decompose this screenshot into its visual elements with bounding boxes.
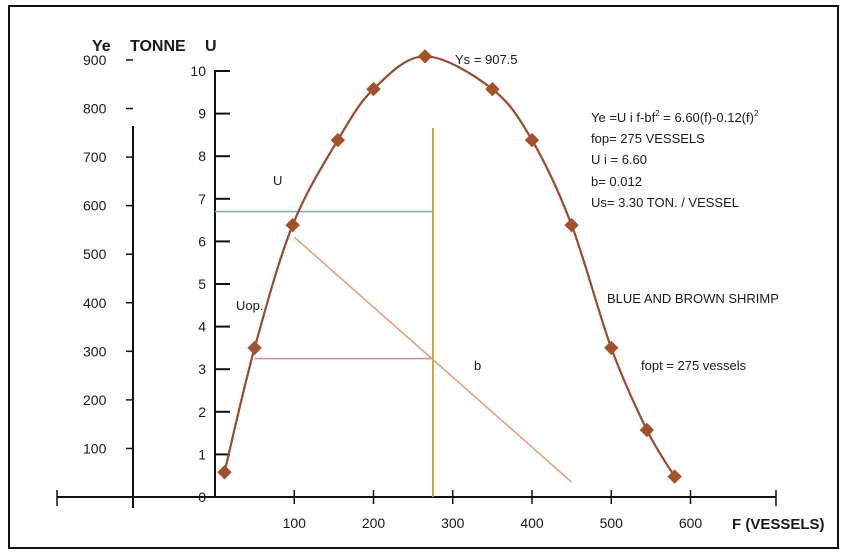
x-axis-label: F (VESSELS) xyxy=(732,516,825,533)
y-u-tick-label-1: 1 xyxy=(198,446,206,462)
data-point-200 xyxy=(366,81,381,97)
ui-annotation: U i = 6.60 xyxy=(591,152,647,167)
b-value-annotation: b= 0.012 xyxy=(591,174,642,189)
y-u-tick-label-4: 4 xyxy=(198,319,206,335)
x-tick-label-400: 400 xyxy=(520,515,544,531)
data-point-265 xyxy=(417,49,433,64)
data-point-12 xyxy=(217,465,232,480)
y-u-tick-label-9: 9 xyxy=(198,106,206,122)
y-u-tick-label-6: 6 xyxy=(198,233,206,249)
us-annotation: Us= 3.30 TON. / VESSEL xyxy=(591,195,739,210)
y-left-tick-label-600: 600 xyxy=(83,198,107,214)
data-point-155 xyxy=(330,132,346,148)
fop-annotation: fop= 275 VESSELS xyxy=(591,131,705,146)
x-tick-label-300: 300 xyxy=(441,515,465,531)
fopt-annotation: fopt = 275 vessels xyxy=(641,358,747,373)
y-left-tick-label-400: 400 xyxy=(83,295,107,311)
b-annotation: b xyxy=(474,358,481,373)
tick-group: 100 200 300 400 500 6001002003004005006007008… xyxy=(83,52,702,531)
ys-annotation: Ys = 907.5 xyxy=(455,52,518,67)
y-u-tick-label-0: 0 xyxy=(198,489,206,505)
data-point-98 xyxy=(285,217,300,233)
y-left-tick-label-800: 800 xyxy=(83,101,107,117)
reference-lines-group xyxy=(215,128,573,497)
header-u-label: U xyxy=(205,38,217,55)
y-u-tick-label-2: 2 xyxy=(198,404,206,420)
data-point-580 xyxy=(667,469,682,484)
y-u-tick-label-5: 5 xyxy=(198,276,206,292)
y-left-tick-label-200: 200 xyxy=(83,392,107,408)
data-point-450 xyxy=(564,217,579,233)
data-point-545 xyxy=(639,422,655,438)
y-left-tick-label-300: 300 xyxy=(83,343,107,359)
y-u-tick-label-10: 10 xyxy=(190,63,206,79)
data-point-500 xyxy=(604,340,619,356)
x-tick-label-200: 200 xyxy=(362,515,386,531)
y-left-tick-label-500: 500 xyxy=(83,246,107,262)
header-ye-label: Ye xyxy=(92,38,111,55)
series-group xyxy=(217,49,682,484)
data-point-50 xyxy=(247,340,262,356)
formula-annotation: Ye =U i f-bf2 = 6.60(f)-0.12(f)2 xyxy=(591,109,759,125)
data-point-350 xyxy=(485,81,500,97)
y-u-tick-label-8: 8 xyxy=(198,148,206,164)
x-tick-label-600: 600 xyxy=(679,515,703,531)
chart-frame xyxy=(8,5,839,549)
y-u-tick-label-7: 7 xyxy=(198,191,206,207)
x-tick-label-100: 100 xyxy=(283,515,307,531)
shrimp-annotation: BLUE AND BROWN SHRIMP xyxy=(607,291,779,306)
y-left-tick-label-900: 900 xyxy=(83,52,107,68)
x-tick-label-500: 500 xyxy=(600,515,624,531)
y-u-tick-label-3: 3 xyxy=(198,361,206,377)
header-tonne-label: TONNE xyxy=(130,38,186,55)
data-point-400 xyxy=(524,132,540,148)
y-left-tick-label-700: 700 xyxy=(83,149,107,165)
uop-annotation: Uop. xyxy=(236,298,263,313)
y-left-tick-label-100: 100 xyxy=(83,440,107,456)
u-annotation: U xyxy=(273,173,282,188)
